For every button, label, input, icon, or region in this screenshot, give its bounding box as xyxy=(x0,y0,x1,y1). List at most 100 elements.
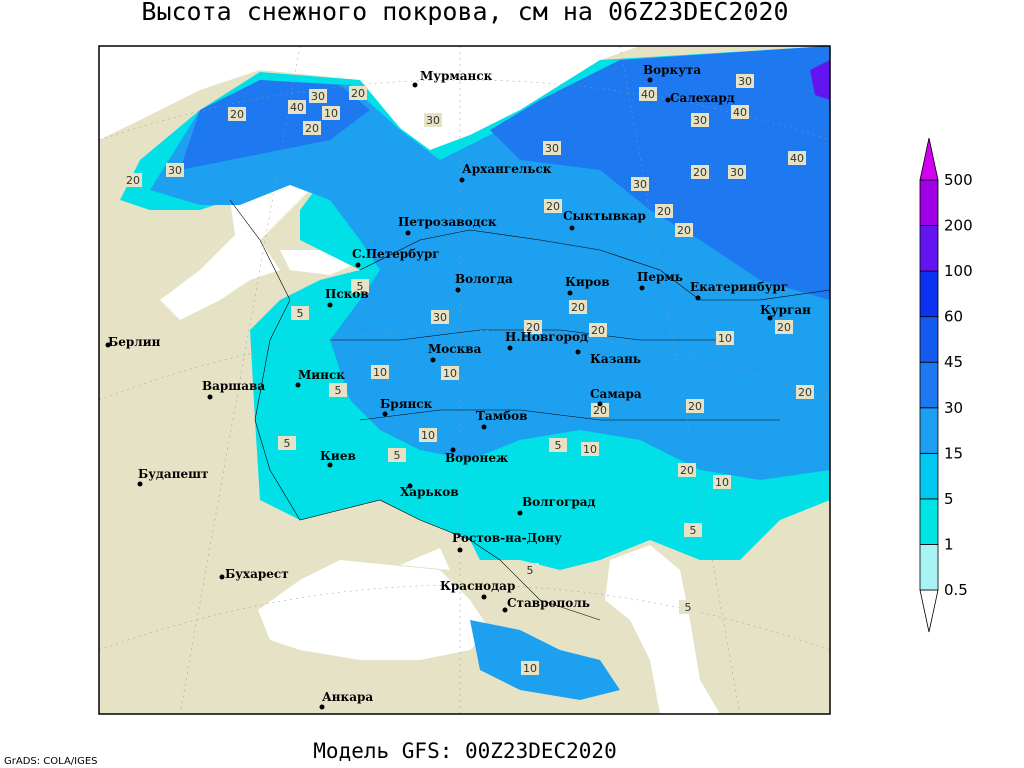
legend-swatch xyxy=(919,544,939,591)
contour-label-box xyxy=(686,399,704,413)
city-label: Н.Новгород xyxy=(505,330,588,344)
contour-label-box xyxy=(639,87,657,101)
contour-label: 20 xyxy=(677,224,691,237)
contour-label: 5 xyxy=(284,437,291,450)
contour-label: 20 xyxy=(657,205,671,218)
city-dot xyxy=(569,225,575,231)
contour-label: 40 xyxy=(641,88,655,101)
city-label: Псков xyxy=(325,287,369,301)
snow-100 xyxy=(810,60,830,100)
city-label: Бухарест xyxy=(225,567,289,581)
contour-label: 10 xyxy=(421,429,435,442)
contour-label: 20 xyxy=(526,321,540,334)
contour-label-box xyxy=(589,323,607,337)
contour-label-box xyxy=(775,320,793,334)
city-label: Киев xyxy=(320,449,356,463)
contour-label: 30 xyxy=(426,114,440,127)
city-dot xyxy=(412,82,418,88)
contour-label-box xyxy=(309,89,327,103)
contour-label: 5 xyxy=(297,307,304,320)
contour-label: 30 xyxy=(168,164,182,177)
city-dot xyxy=(295,382,301,388)
subtitle: Модель GFS: 00Z23DEC2020 xyxy=(313,739,616,763)
city-dot xyxy=(455,287,461,293)
contour-label-box xyxy=(291,306,309,320)
contour-label-box xyxy=(679,600,697,614)
contour-label: 10 xyxy=(523,662,537,675)
contour-label-box xyxy=(166,163,184,177)
city-label: Брянск xyxy=(380,397,433,411)
legend-label: 5 xyxy=(944,490,954,508)
contour-label-box xyxy=(349,86,367,100)
contour-label-box xyxy=(521,563,539,577)
contour-label: 20 xyxy=(591,324,605,337)
city-label: Киров xyxy=(565,275,610,289)
contour-label: 30 xyxy=(730,166,744,179)
legend-swatch xyxy=(919,316,939,363)
contour-label-box xyxy=(691,113,709,127)
contour-label-box xyxy=(303,121,321,135)
city-label: Мурманск xyxy=(420,69,493,83)
contour-label: 5 xyxy=(335,384,342,397)
city-dot xyxy=(219,574,225,580)
city-dot xyxy=(517,510,523,516)
cities: Мурманск Воркута Салехард Архангельск Петроз… xyxy=(105,63,811,710)
contour-label: 10 xyxy=(324,107,338,120)
city-label: Ставрополь xyxy=(507,596,590,610)
contour-label: 20 xyxy=(546,200,560,213)
city-label: Харьков xyxy=(400,485,459,499)
legend-label: 200 xyxy=(944,217,973,235)
contour-label-box xyxy=(716,331,734,345)
city-label: Воронеж xyxy=(445,451,508,465)
contour-label-box xyxy=(549,438,567,452)
city-dot xyxy=(767,315,773,321)
contour-label-box xyxy=(329,383,347,397)
city-dot xyxy=(639,285,645,291)
city-dot xyxy=(665,97,671,103)
contour-label-box xyxy=(678,463,696,477)
city-label: Екатеринбург xyxy=(690,280,788,294)
contour-label-box xyxy=(569,300,587,314)
city-label: Тамбов xyxy=(476,409,527,423)
legend-swatch xyxy=(919,270,939,318)
city-label: Минск xyxy=(298,368,345,382)
map-frame xyxy=(98,45,831,715)
legend-label: 30 xyxy=(944,399,963,417)
city-label: Сыктывкар xyxy=(563,209,646,223)
city-dot xyxy=(382,411,388,417)
contour-label: 10 xyxy=(583,443,597,456)
contour-label-box xyxy=(524,320,542,334)
city-label: Курган xyxy=(760,303,811,317)
city-dot xyxy=(105,342,111,348)
legend-high-triangle xyxy=(919,137,939,181)
contour-label-box xyxy=(124,173,142,187)
contour-label-box xyxy=(631,177,649,191)
contour-label: 5 xyxy=(394,449,401,462)
contour-label: 20 xyxy=(305,122,319,135)
city-label: Будапешт xyxy=(138,467,208,481)
city-label: С.Петербург xyxy=(352,247,440,261)
contour-label: 10 xyxy=(443,367,457,380)
legend-swatch xyxy=(919,179,939,226)
city-dot xyxy=(575,349,581,355)
contour-label-box xyxy=(521,661,539,675)
city-dot xyxy=(502,607,508,613)
contour-label-box xyxy=(591,403,609,417)
contour-label: 5 xyxy=(685,601,692,614)
contour-label: 30 xyxy=(693,114,707,127)
contour-label: 30 xyxy=(433,311,447,324)
city-dot xyxy=(481,594,487,600)
city-dot xyxy=(407,483,413,489)
contour-label: 10 xyxy=(718,332,732,345)
city-dot xyxy=(459,177,465,183)
contour-label-box xyxy=(581,442,599,456)
contour-label-box xyxy=(728,165,746,179)
legend-label: 45 xyxy=(944,353,963,371)
contour-label: 20 xyxy=(777,321,791,334)
city-dot xyxy=(327,462,333,468)
city-label: Ростов-на-Дону xyxy=(452,531,562,545)
contour-label: 5 xyxy=(527,564,534,577)
black-sea xyxy=(258,548,490,660)
